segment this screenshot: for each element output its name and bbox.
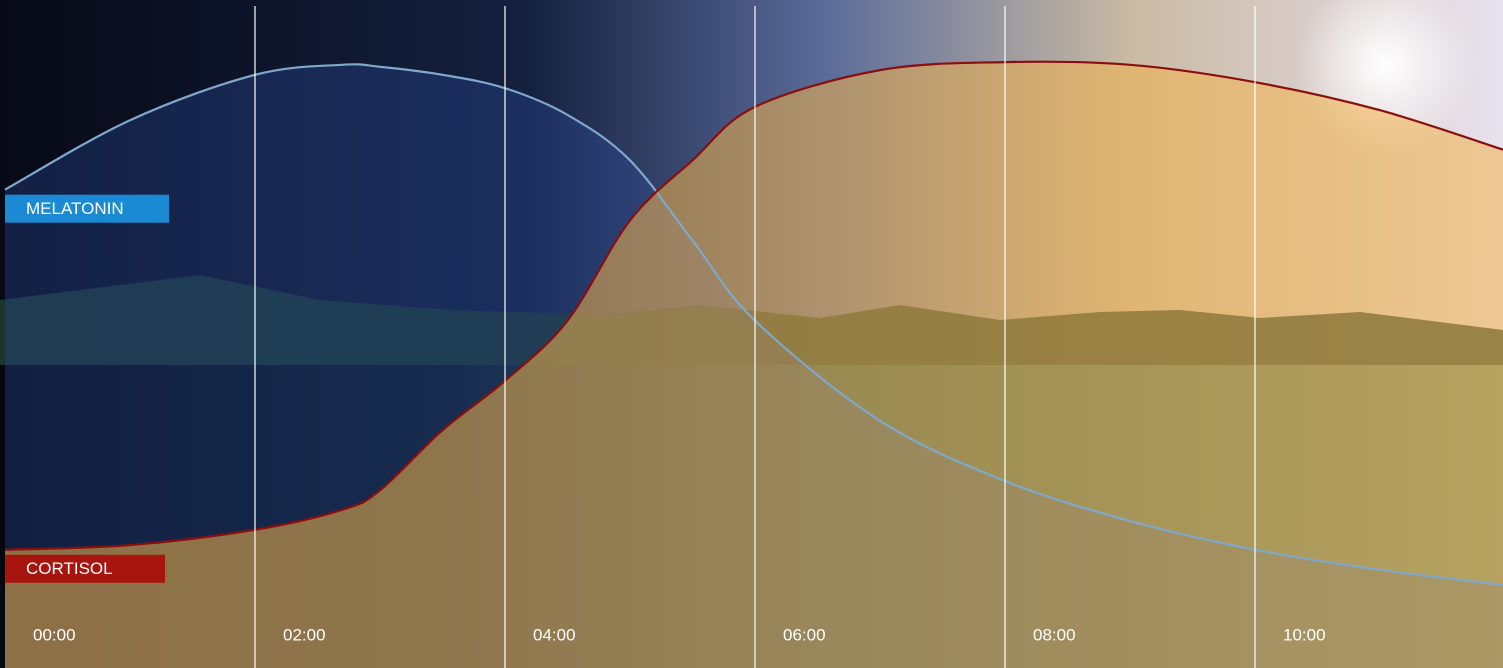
plot: 00:00 02:00 04:00 06:00 08:00 10:00 MELATONIN C… (4, 6, 1503, 668)
x-tick-label: 00:00 (33, 625, 76, 644)
x-tick-label: 02:00 (283, 625, 326, 644)
legend-item: MELATONIN (5, 194, 169, 223)
legend-swatch (5, 194, 169, 223)
x-tick-label: 10:00 (1283, 625, 1326, 644)
x-tick-label: 08:00 (1033, 625, 1076, 644)
area-fills (5, 61, 1503, 668)
legend-swatch (5, 554, 165, 583)
legend-label: MELATONIN (26, 199, 124, 218)
legend-item: CORTISOL (5, 554, 165, 583)
x-tick-label: 04:00 (533, 625, 576, 644)
lines (4, 60, 1503, 587)
x-tick-label: 06:00 (783, 625, 826, 644)
area-fill (5, 61, 1503, 668)
legend-label: CORTISOL (26, 559, 113, 578)
line (4, 63, 1503, 587)
line (4, 60, 1503, 551)
